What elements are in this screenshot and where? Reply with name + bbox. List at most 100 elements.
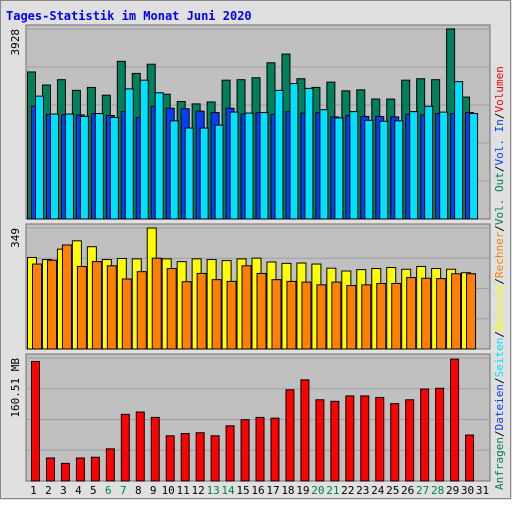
- x-tick-label-14: 14: [221, 484, 235, 497]
- bar-rechner-day-14: [226, 280, 237, 350]
- bar-volumen-day-15: [240, 419, 250, 482]
- bar-rechner-day-15: [241, 265, 252, 350]
- legend-entry: Vol. Out: [493, 172, 506, 225]
- bar-seiten-day-3: [64, 113, 74, 220]
- bar-seiten-day-26: [409, 111, 419, 220]
- bar-volumen-day-13: [210, 435, 220, 482]
- bar-rechner-day-13: [211, 279, 222, 350]
- panel-visits: 349: [9, 223, 491, 350]
- bar-volumen-day-17: [270, 417, 280, 482]
- chart-title: Tages-Statistik im Monat Juni 2020: [6, 9, 252, 23]
- x-tick-label-13: 13: [206, 484, 219, 497]
- x-tick-label-21: 21: [326, 484, 339, 497]
- bar-volumen-day-2: [45, 457, 55, 482]
- panel-hits: 3928: [9, 24, 491, 220]
- x-tick-label-20: 20: [311, 484, 324, 497]
- bar-seiten-day-23: [364, 119, 374, 220]
- bar-volumen-day-10: [165, 435, 175, 482]
- bar-rechner-day-3: [61, 244, 72, 350]
- x-tick-label-2: 2: [45, 484, 52, 497]
- bar-volumen-day-1: [31, 360, 40, 482]
- bar-seiten-day-8: [139, 79, 149, 220]
- bar-volumen-day-26: [405, 399, 415, 482]
- bar-rechner-day-12: [196, 272, 207, 350]
- bar-volumen-day-22: [345, 395, 355, 482]
- x-tick-label-28: 28: [431, 484, 444, 497]
- legend-entry: Besuche: [493, 285, 506, 331]
- bar-seiten-day-21: [334, 117, 344, 220]
- bar-rechner-day-9: [151, 257, 162, 350]
- x-tick-label-27: 27: [416, 484, 429, 497]
- bar-volumen-day-14: [225, 425, 235, 482]
- bar-volumen-day-11: [180, 432, 190, 482]
- bar-rechner-day-29: [451, 273, 462, 350]
- bar-seiten-day-4: [79, 115, 89, 220]
- x-tick-label-17: 17: [266, 484, 279, 497]
- x-tick-label-1: 1: [30, 484, 37, 497]
- bar-seiten-day-17: [274, 89, 284, 220]
- bar-volumen-day-6: [105, 448, 115, 482]
- bar-seiten-day-12: [199, 127, 209, 220]
- bar-seiten-day-5: [94, 113, 104, 220]
- x-tick-label-9: 9: [150, 484, 157, 497]
- bar-rechner-day-27: [421, 277, 432, 350]
- bar-rechner-day-21: [331, 281, 342, 350]
- bar-volumen-day-24: [375, 396, 385, 482]
- x-axis-tick-labels: 1 2 3 4 5 6 7 8 9 10 11 12 13 14 15 16 17 18 19 20 21 22 23 24 2…: [30, 484, 489, 497]
- x-tick-label-23: 23: [356, 484, 369, 497]
- bar-rechner-day-26: [406, 277, 417, 350]
- bar-rechner-day-5: [91, 261, 102, 350]
- x-tick-label-12: 12: [192, 484, 205, 497]
- bar-volumen-day-28: [435, 387, 445, 482]
- legend-entry: /: [493, 165, 506, 172]
- bar-volumen-day-8: [135, 411, 145, 482]
- bar-rechner-day-28: [436, 278, 447, 350]
- x-tick-label-5: 5: [90, 484, 97, 497]
- bar-seiten-day-20: [319, 109, 329, 220]
- x-tick-label-19: 19: [296, 484, 309, 497]
- x-tick-label-3: 3: [60, 484, 67, 497]
- legend-text: Anfragen/Dateien/Seiten/Besuche/Rechner/…: [493, 66, 506, 490]
- y-axis-max-label: 3928: [9, 29, 22, 56]
- bar-volumen-day-19: [300, 379, 310, 482]
- bar-seiten-day-16: [259, 112, 269, 220]
- bar-rechner-day-6: [106, 265, 117, 350]
- bar-volumen-day-20: [315, 399, 325, 482]
- bar-rechner-day-22: [346, 285, 357, 350]
- bar-rechner-day-16: [256, 272, 267, 350]
- bar-volumen-day-9: [150, 416, 160, 482]
- x-tick-label-31: 31: [476, 484, 489, 497]
- legend-entry: Vol. In: [493, 119, 506, 165]
- bar-rechner-day-20: [316, 284, 327, 350]
- bar-volumen-day-3: [60, 462, 70, 482]
- bar-seiten-day-11: [184, 127, 194, 220]
- bar-seiten-day-28: [439, 111, 449, 220]
- y-axis-max-label: 160.51 MB: [9, 358, 22, 418]
- legend-entry: /: [493, 331, 506, 338]
- right-legend: Anfragen/Dateien/Seiten/Besuche/Rechner/…: [493, 66, 506, 490]
- bar-rechner-day-11: [181, 281, 192, 350]
- bar-seiten-day-19: [304, 87, 314, 220]
- x-tick-label-29: 29: [446, 484, 459, 497]
- bar-seiten-day-7: [124, 88, 134, 220]
- panel-volume: 160.51 MB: [9, 353, 491, 482]
- bar-rechner-day-4: [76, 265, 87, 350]
- x-tick-label-8: 8: [135, 484, 142, 497]
- bar-rechner-day-23: [361, 284, 372, 350]
- bar-seiten-day-1: [35, 95, 44, 220]
- bar-rechner-day-30: [466, 273, 477, 350]
- x-tick-label-7: 7: [120, 484, 127, 497]
- bar-rechner-day-10: [166, 268, 177, 350]
- bar-volumen-day-25: [390, 403, 400, 482]
- bar-volumen-day-12: [195, 432, 205, 482]
- legend-entry: Rechner: [493, 231, 506, 278]
- bar-seiten-day-10: [169, 120, 179, 220]
- x-tick-label-15: 15: [236, 484, 249, 497]
- bar-volumen-day-27: [420, 388, 430, 482]
- legend-entry: /: [493, 112, 506, 119]
- x-tick-label-4: 4: [75, 484, 82, 497]
- legend-entry: /: [493, 225, 506, 232]
- x-tick-label-10: 10: [162, 484, 175, 497]
